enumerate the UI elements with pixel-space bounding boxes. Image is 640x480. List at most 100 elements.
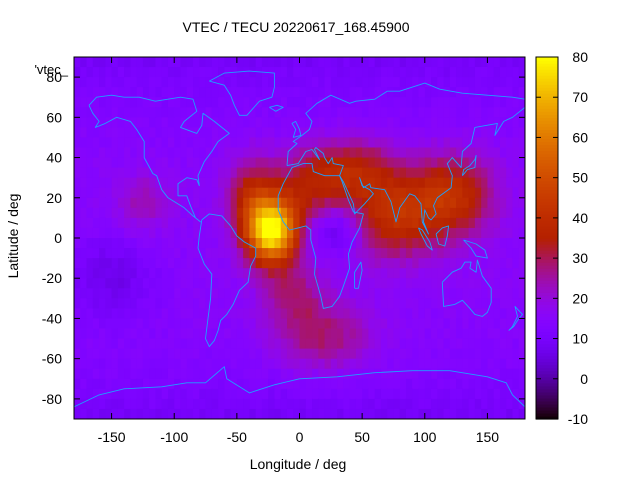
heatmap-cell [318,97,326,108]
heatmap-cell [236,117,244,128]
heatmap-cell [474,187,482,199]
heatmap-cell [487,147,495,159]
heatmap-cell [443,177,451,189]
heatmap-cell [393,117,401,128]
heatmap-cell [349,137,357,149]
heatmap-cell [493,217,501,229]
heatmap-cell [161,217,169,229]
heatmap-cell [180,177,188,189]
heatmap-cell [305,258,313,269]
heatmap-cell [155,348,163,360]
heatmap-cell [224,368,232,380]
heatmap-cell [481,67,489,78]
coastline-iceland [269,104,284,112]
heatmap-cell [487,388,495,400]
heatmap-cell [493,358,501,370]
heatmap-cell [481,127,489,139]
heatmap-cell [512,97,520,108]
heatmap-cell [243,197,250,209]
heatmap-cell [243,368,250,380]
heatmap-cell [249,408,257,419]
heatmap-cell [349,167,357,179]
heatmap-cell [474,288,482,299]
heatmap-cell [487,258,495,269]
x-axis-label: Longitude / deg [250,456,347,472]
heatmap-cell [174,398,182,410]
heatmap-cell [111,278,119,289]
heatmap-cell [249,308,257,320]
heatmap-cell [324,268,332,279]
heatmap-cell [374,87,382,98]
heatmap-cell [374,378,382,390]
heatmap-cell [199,147,207,159]
heatmap-cell [305,338,313,350]
x-tick-label: 150 [476,429,500,445]
heatmap-cell [312,77,319,88]
heatmap-cell [374,298,382,309]
x-axis-ticks: -150 -100 -50 0 50 100 150 [98,57,500,445]
heatmap-cell [368,167,376,179]
heatmap-cell [293,77,301,88]
heatmap-cell [80,77,88,88]
colorbar-segment [536,322,558,327]
heatmap-cell [312,107,319,118]
colorbar-segment [536,90,558,94]
heatmap-cell [167,368,175,380]
heatmap-cell [437,268,445,279]
heatmap-cell [512,278,520,289]
heatmap-cell [324,227,332,239]
heatmap-cell [337,328,344,340]
heatmap-cell [449,258,457,269]
heatmap-cell [456,408,463,419]
heatmap-cell [355,378,363,390]
colorbar-segment [536,367,558,372]
heatmap-cell [80,117,88,128]
heatmap-cell [312,227,319,239]
heatmap-cell [449,328,457,340]
heatmap-cell [305,187,313,199]
heatmap-cell [86,87,94,98]
heatmap-cell [74,197,81,209]
heatmap-cell [318,288,326,299]
heatmap-cell [312,127,319,139]
heatmap-cell [318,248,326,259]
colorbar-segment [536,358,558,363]
heatmap-cell [218,398,225,410]
heatmap-cell [92,258,100,269]
heatmap-cell [518,167,525,179]
heatmap-cell [117,288,125,299]
heatmap-cell [274,358,282,370]
heatmap-cell [136,308,144,320]
heatmap-cell [349,338,357,350]
heatmap-cell [312,238,319,249]
heatmap-cell [493,348,501,360]
heatmap-cell [330,67,338,78]
heatmap-cell [431,388,438,400]
heatmap-cell [149,318,157,330]
heatmap-cell [437,368,445,380]
heatmap-cell [437,258,445,269]
heatmap-cell [149,378,157,390]
heatmap-cell [449,408,457,419]
heatmap-cell [286,288,294,299]
heatmap-cell [92,77,100,88]
heatmap-cell [99,268,106,279]
heatmap-cell [155,298,163,309]
heatmap-cell [286,97,294,108]
heatmap-cell [380,248,388,259]
heatmap-cell [224,137,232,149]
heatmap-cell [86,127,94,139]
heatmap-cell [86,408,94,419]
heatmap-cell [374,368,382,380]
heatmap-cell [211,328,219,340]
heatmap-cell [343,117,351,128]
heatmap-cell [155,408,163,419]
heatmap-cell [512,268,520,279]
heatmap-cell [474,197,482,209]
heatmap-cell [293,97,301,108]
heatmap-cell [424,157,432,169]
heatmap-cell [330,187,338,199]
heatmap-cell [474,238,482,249]
heatmap-cell [230,97,238,108]
heatmap-cell [418,227,426,239]
